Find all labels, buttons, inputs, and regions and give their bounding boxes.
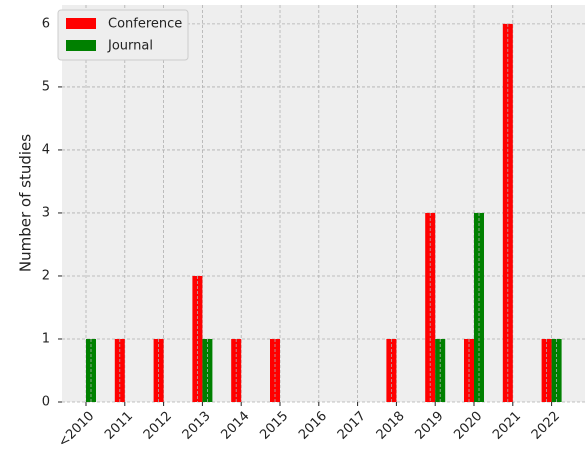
y-tick-label: 5 <box>42 79 50 94</box>
legend: Conference Journal <box>57 9 189 61</box>
x-tick-label: <2010 <box>56 409 98 451</box>
bar <box>425 212 436 402</box>
y-tick-label: 3 <box>42 205 50 220</box>
x-tick-label: 2019 <box>412 409 446 443</box>
x-tick-label: 2015 <box>257 409 291 443</box>
y-tick-label: 4 <box>42 142 50 157</box>
x-tick-label: 2017 <box>335 409 369 443</box>
bar <box>474 212 484 402</box>
y-axis-label: Number of studies <box>17 134 35 272</box>
x-tick-label: 2011 <box>102 409 136 443</box>
legend-label: Conference <box>108 17 182 32</box>
y-tick-label: 0 <box>42 395 50 410</box>
bar <box>192 275 203 402</box>
legend-label: Journal <box>107 39 153 54</box>
y-tick-label: 2 <box>42 268 50 283</box>
y-tick-label: 1 <box>42 331 50 346</box>
x-tick-label: 2020 <box>451 409 485 443</box>
x-tick-label: 2018 <box>374 409 408 443</box>
legend-swatch <box>66 40 96 51</box>
x-tick-label: 2022 <box>529 409 563 443</box>
legend-swatch <box>66 18 96 29</box>
x-tick-label: 2014 <box>218 409 252 443</box>
x-tick-label: 2012 <box>141 409 175 443</box>
plot-area <box>62 5 585 402</box>
bar <box>502 23 513 403</box>
x-tick-label: 2016 <box>296 409 330 443</box>
x-tick-label: 2013 <box>180 409 214 443</box>
y-tick-label: 6 <box>42 16 50 31</box>
x-tick-label: 2021 <box>490 409 524 443</box>
